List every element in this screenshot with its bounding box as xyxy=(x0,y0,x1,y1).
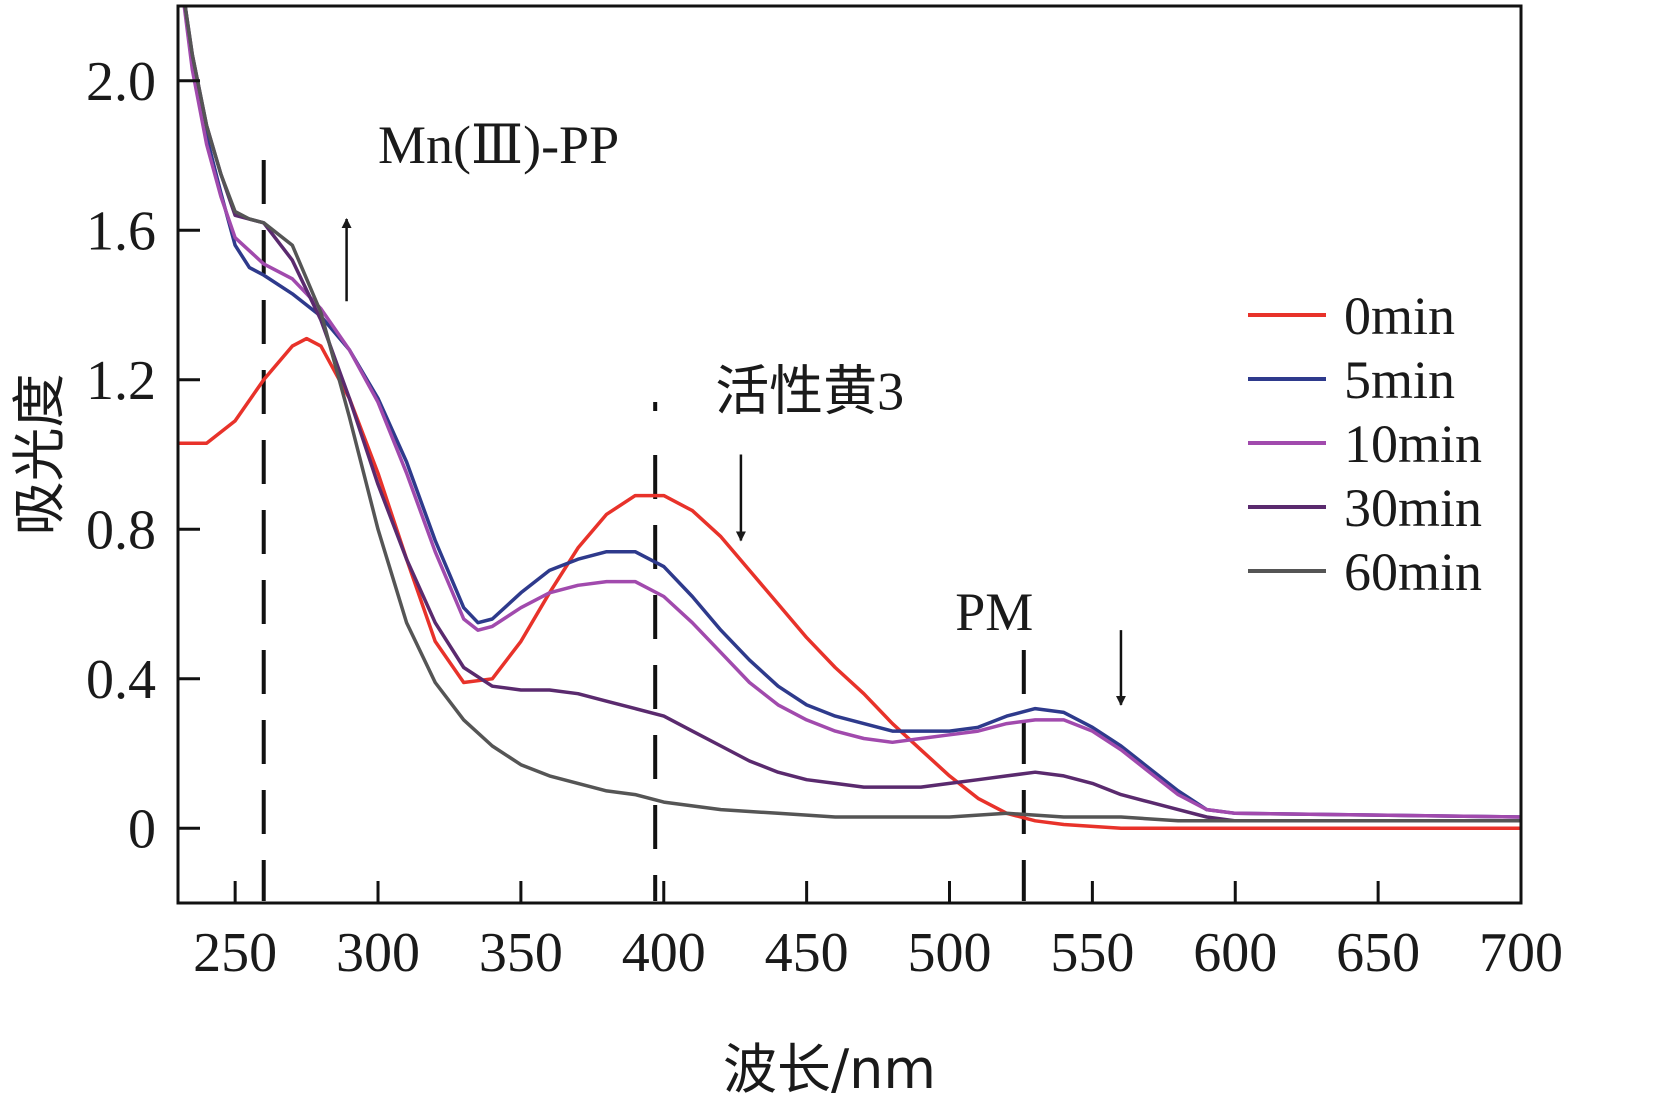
legend-label-10min: 10min xyxy=(1344,414,1482,474)
annotation-label-0: Mn(Ⅲ)-PP xyxy=(378,115,619,175)
annotation-label-1: 活性黄3 xyxy=(715,362,904,422)
annotation-label-2: PM xyxy=(955,582,1033,642)
x-tick-label-350: 350 xyxy=(479,922,563,984)
y-tick-label-0.4: 0.4 xyxy=(86,649,156,711)
y-tick-label-2: 2.0 xyxy=(86,51,156,113)
series-line-30min xyxy=(183,6,1521,823)
legend-label-5min: 5min xyxy=(1344,350,1455,410)
x-tick-label-300: 300 xyxy=(336,922,420,984)
plot-frame xyxy=(176,4,1523,905)
x-tick-label-650: 650 xyxy=(1336,922,1420,984)
reference-dot xyxy=(653,402,658,411)
x-tick-label-600: 600 xyxy=(1193,922,1277,984)
y-tick-label-0: 0 xyxy=(128,798,156,860)
legend-label-60min: 60min xyxy=(1344,542,1482,602)
x-tick-label-250: 250 xyxy=(193,922,277,984)
series-group xyxy=(178,6,1521,831)
x-axis-title: 波长/nm xyxy=(723,1038,936,1101)
legend-label-0min: 0min xyxy=(1344,286,1455,346)
y-axis-title: 吸光度 xyxy=(8,374,71,536)
series-line-0min xyxy=(178,336,1521,831)
x-tick-label-400: 400 xyxy=(622,922,706,984)
series-line-60min xyxy=(183,6,1521,823)
series-line-5min xyxy=(183,6,1521,819)
y-tick-label-1.2: 1.2 xyxy=(86,350,156,412)
y-tick-label-0.8: 0.8 xyxy=(86,499,156,561)
x-tick-label-500: 500 xyxy=(908,922,992,984)
legend-label-30min: 30min xyxy=(1344,478,1482,538)
y-tick-label-1.6: 1.6 xyxy=(86,200,156,262)
x-tick-label-700: 700 xyxy=(1479,922,1563,984)
x-tick-label-450: 450 xyxy=(765,922,849,984)
x-tick-label-550: 550 xyxy=(1050,922,1134,984)
